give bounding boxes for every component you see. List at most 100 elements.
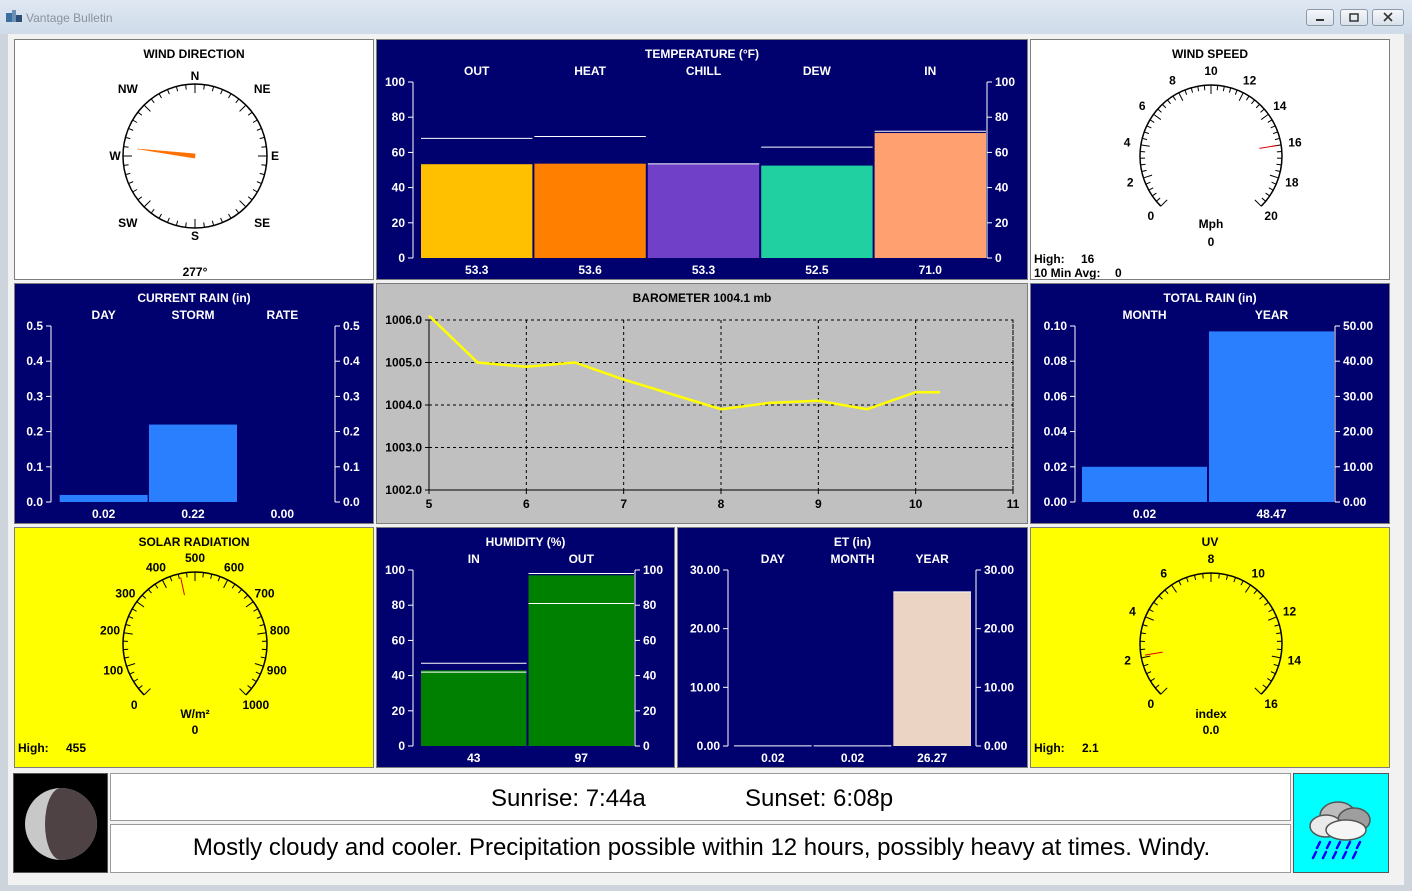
wind-needle [137,148,196,159]
category-label: YEAR [915,552,949,566]
category-label: YEAR [1255,308,1289,322]
axis-tick-label: 0.04 [1044,425,1068,439]
compass-tick [252,189,258,193]
axis-tick-label: 20 [392,216,406,230]
axis-tick-label: 30.00 [690,563,720,577]
gauge-tick [1151,192,1157,197]
axis-tick-label: 0.00 [984,739,1008,753]
bar [528,575,634,746]
gauge-tick [1262,684,1268,689]
x-tick-label: 6 [523,497,530,511]
axis-tick-label: 0.2 [343,425,360,439]
gauge-tick [1178,92,1184,101]
compass-tick [166,89,170,95]
gauge-tick [210,573,213,579]
gauge-tick [128,615,134,619]
gauge-tick [1158,595,1163,600]
gauge-tick [1274,137,1280,141]
gauge-tick [1141,169,1147,172]
gauge-tick [1164,589,1169,595]
gauge-tick [1178,580,1182,586]
humidity-panel[interactable]: HUMIDITY (%) 100 100 80 80 60 60 40 40 20 20 0 0 IN 4… [376,527,675,768]
x-tick-label: 10 [909,497,923,511]
maximize-button[interactable] [1340,9,1368,26]
uv-value: 0.0 [1202,723,1220,737]
gauge-tick [1260,108,1265,113]
sunset-time: Sunset: 6:08p [745,785,894,812]
wind-compass: N NE E SE S SW W NW [109,69,279,243]
gauge-tick [1273,663,1279,667]
axis-tick-label: 80 [643,598,657,612]
minimize-icon [1316,19,1324,21]
gauge-tick [1268,187,1274,191]
wind-speed-panel[interactable]: WIND SPEED 0 2 4 6 8 10 12 14 16 18 20 Mph 0 High:… [1030,39,1390,280]
high-value: 455 [66,741,87,755]
category-label: MONTH [831,552,875,566]
value-label: 71.0 [919,263,943,277]
compass-tick [185,222,187,228]
current-rain-panel[interactable]: CURRENT RAIN (in) 0.5 0.5 0.4 0.4 0.3 0.3 0.2 0… [14,283,374,524]
total-rain-panel[interactable]: TOTAL RAIN (in) 0.10 50.00 0.08 40.00 0.06 30… [1030,283,1390,524]
solar-radiation-panel[interactable]: SOLAR RADIATION 0 100 200 300 400 500 600 700 80… [14,527,374,768]
wind-direction-panel[interactable]: WIND DIRECTION N NE E SE S SW W NW 277° [14,39,374,280]
axis-tick-label: 0 [398,739,405,753]
axis-tick-label: 100 [385,563,405,577]
gauge-tick [1171,584,1177,593]
title-bar[interactable]: Vantage Bulletin [0,0,1412,34]
compass-tick [211,86,215,92]
compass-tick [123,164,129,166]
close-button[interactable] [1372,9,1404,26]
axis-tick-label: 10.00 [690,680,720,694]
category-label: IN [924,64,936,78]
axis-tick-label: 0.1 [26,460,43,474]
axis-tick-label: 40 [392,181,406,195]
gauge-tick-label: 8 [1208,552,1215,566]
gauge-tick [1142,137,1148,141]
gauge-tick [147,588,152,594]
gauge-tick [1157,108,1162,113]
panel-title: WIND SPEED [1171,47,1248,61]
category-label: DAY [92,308,116,322]
value-label: 53.3 [692,263,716,277]
bar [149,424,237,502]
y-tick-label: 1004.0 [385,398,422,412]
moon-phase-panel [13,773,108,873]
gauge-tick [1190,87,1194,93]
minimize-button[interactable] [1306,9,1334,26]
gauge-tick [1276,632,1282,635]
gauge-tick [1154,684,1160,689]
gauge-tick [1148,187,1154,191]
gauge-tick-label: 400 [146,560,166,574]
gauge-tick [254,662,264,667]
panel-title: UV [1201,535,1219,549]
uv-panel[interactable]: UV 0 2 4 6 8 10 12 14 16 index 0.0 High: 2.1 [1030,527,1390,768]
barometer-chart: 1006.0 1005.0 1004.0 1003.0 1002.0 5 6 7 8 9 10 11 [385,313,1019,511]
panel-title: TEMPERATURE (°F) [645,47,759,61]
gauge-tick [1150,678,1155,682]
axis-tick-label: 20 [392,704,406,718]
temperature-panel[interactable]: TEMPERATURE (°F) 100 100 80 80 60 60 40 40 20 20 0… [376,39,1028,280]
gauge-tick [1162,103,1167,109]
gauge-tick [239,688,247,696]
value-label: 0.02 [841,751,865,765]
gauge-tick-label: 14 [1273,99,1287,113]
axis-tick-label: 40 [643,669,657,683]
et-panel[interactable]: ET (in) 30.00 30.00 20.00 20.00 10.00 10.00 0.… [677,527,1028,768]
axis-tick-label: 60 [392,633,406,647]
gauge-tick [124,656,130,659]
gauge-tick-label: 2 [1127,175,1134,189]
panel-title: ET (in) [833,535,872,549]
gauge-tick [1160,687,1168,695]
gauge-tick [1240,580,1244,586]
compass-tick [261,164,267,166]
gauge-tick [1184,89,1188,95]
bar [1209,331,1334,502]
panel-title: CURRENT RAIN (in) [137,291,251,305]
gauge-tick [1260,113,1269,120]
compass-tick [175,86,179,92]
moon-phase-icon [25,788,97,860]
barometer-panel[interactable]: BAROMETER 1004.1 mb 1006.0 1005.0 1004.0 10… [376,283,1028,524]
gauge-tick [202,572,204,578]
forecast-text: Mostly cloudy and cooler. Precipitation … [192,834,1211,861]
gauge-tick [131,608,137,612]
